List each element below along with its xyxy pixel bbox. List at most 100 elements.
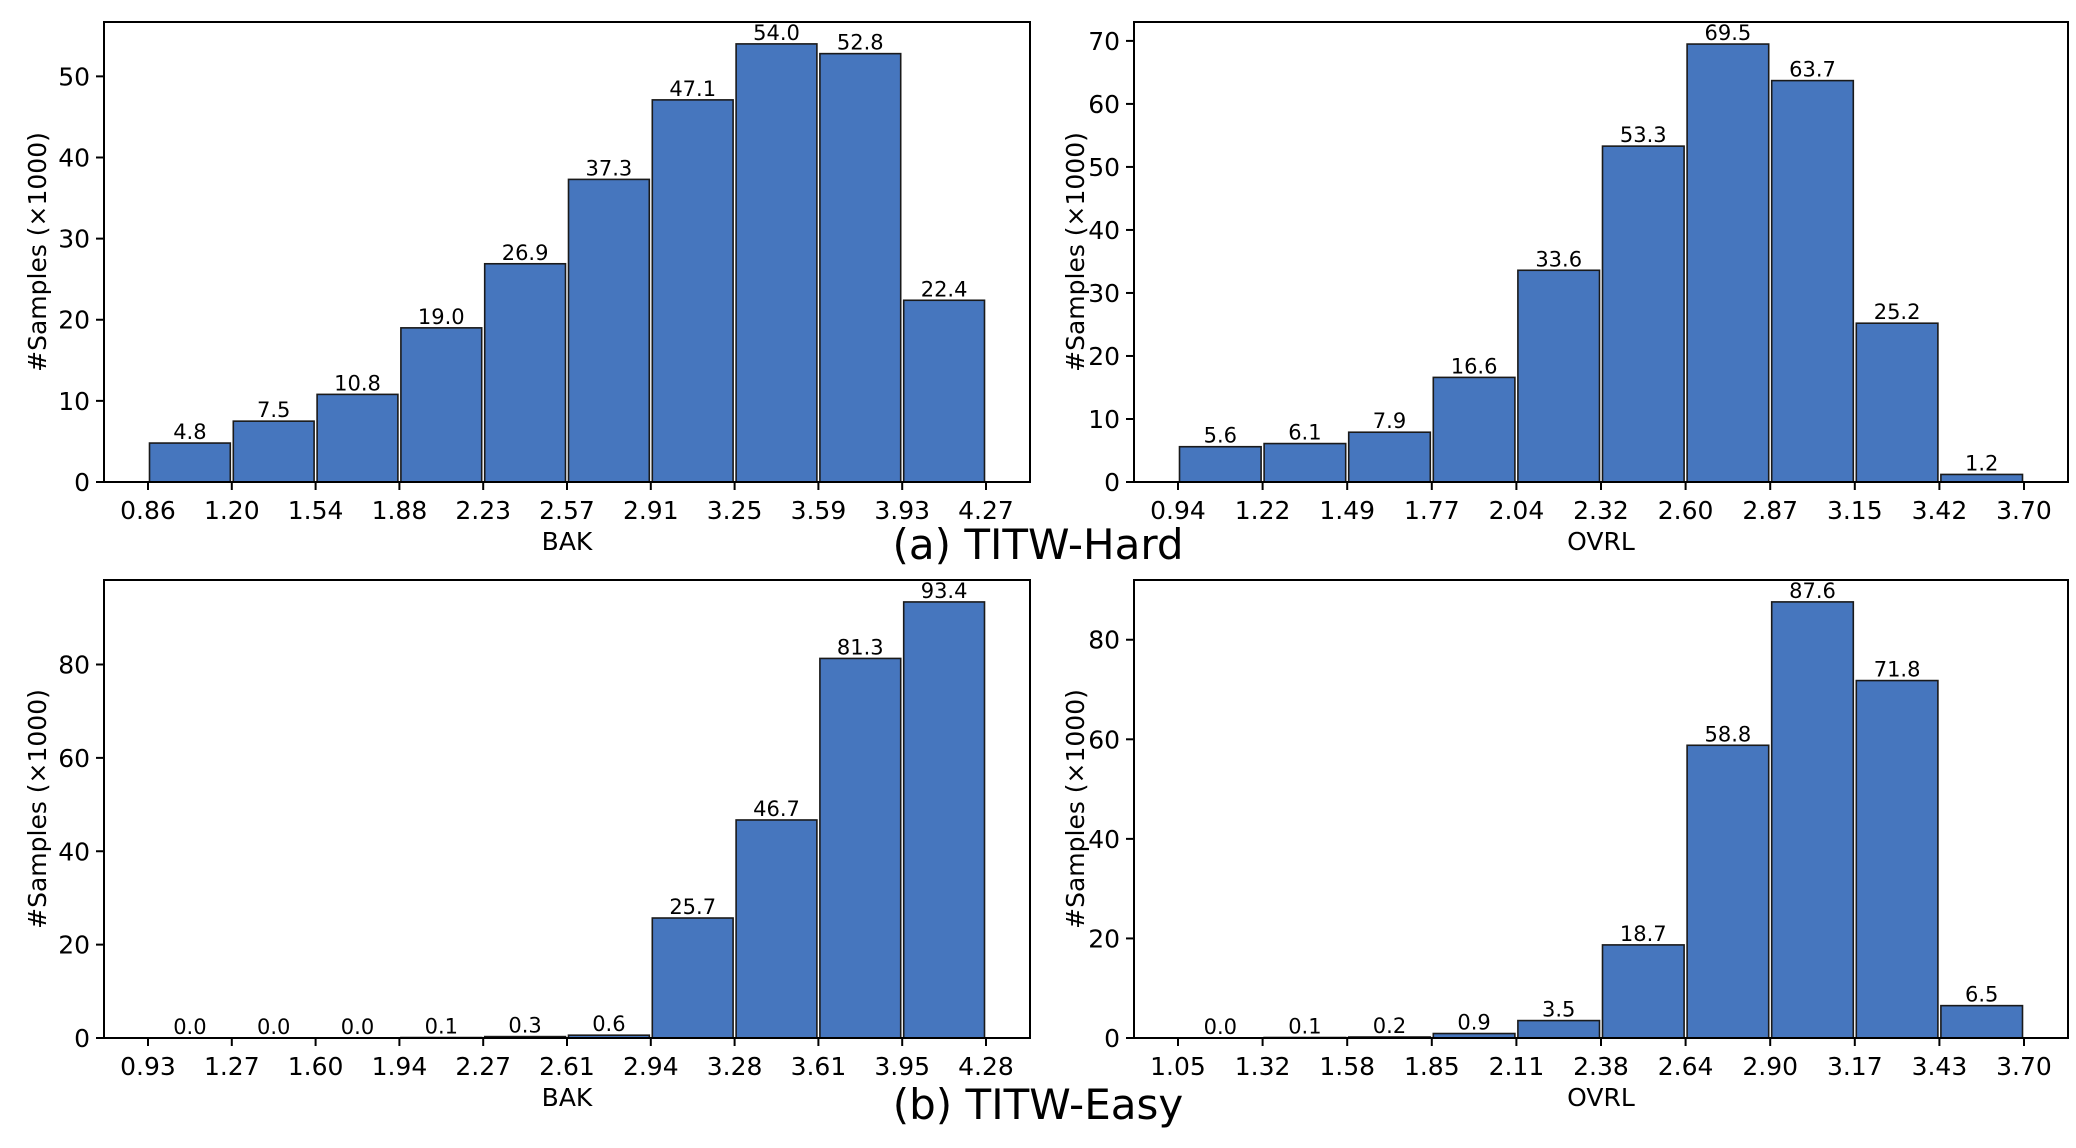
x-tick-label: 1.49 <box>1319 496 1375 525</box>
bar <box>651 917 734 1039</box>
data-label: 1.2 <box>1965 451 1998 475</box>
y-tick-label: 80 <box>1088 626 1120 655</box>
data-label: 47.1 <box>669 77 716 101</box>
y-tick-label: 40 <box>1088 825 1120 854</box>
y-tick-label: 50 <box>58 62 90 91</box>
data-label: 22.4 <box>921 277 968 301</box>
data-label: 0.1 <box>1288 1015 1321 1039</box>
data-label: 33.6 <box>1535 247 1582 271</box>
x-tick-label: 2.94 <box>623 1052 679 1081</box>
x-tick-label: 3.28 <box>707 1052 763 1081</box>
x-tick-label: 3.42 <box>1912 496 1968 525</box>
bar <box>232 420 315 483</box>
x-tick-label: 3.61 <box>791 1052 847 1081</box>
data-label: 25.2 <box>1874 300 1921 324</box>
bar <box>902 601 986 1039</box>
x-tick-label: 2.87 <box>1742 496 1798 525</box>
bar <box>1940 1004 2024 1039</box>
data-label: 0.2 <box>1373 1014 1406 1038</box>
x-tick-label: 1.58 <box>1319 1052 1375 1081</box>
x-axis-label: OVRL <box>1567 527 1635 556</box>
x-tick-label: 1.27 <box>204 1052 260 1081</box>
data-label: 58.8 <box>1705 722 1752 746</box>
data-label: 0.0 <box>341 1015 374 1039</box>
data-label: 54.0 <box>753 21 800 45</box>
x-tick-label: 3.17 <box>1827 1052 1883 1081</box>
bar <box>1517 269 1601 483</box>
x-tick-label: 2.57 <box>539 496 595 525</box>
data-label: 26.9 <box>502 241 549 265</box>
data-label: 46.7 <box>753 797 800 821</box>
bar <box>148 442 232 483</box>
x-tick-label: 4.28 <box>958 1052 1014 1081</box>
x-tick-label: 0.93 <box>120 1052 176 1081</box>
y-axis-label: #Samples (×1000) <box>1061 132 1090 372</box>
y-axis-label: #Samples (×1000) <box>1061 689 1090 929</box>
y-tick-label: 0 <box>1104 1024 1120 1053</box>
data-label: 0.0 <box>173 1015 206 1039</box>
easy-bak-histogram: 0.0 0.0 0.0 0.1 0.3 0.6 25.7 46.7 81.3 93.4 0.93 1.… <box>23 579 1031 1112</box>
data-label: 16.6 <box>1451 354 1498 378</box>
data-label: 6.1 <box>1288 421 1321 445</box>
hard-ovrl-histogram: 5.6 6.1 7.9 16.6 33.6 53.3 69.5 63.7 25.2 1.2 0.94… <box>1061 21 2069 556</box>
data-label: 4.8 <box>173 420 206 444</box>
y-tick-label: 40 <box>1088 216 1120 245</box>
bar <box>1855 322 1939 483</box>
bar <box>316 393 399 483</box>
caption-titw-hard: (a) TITW-Hard <box>892 520 1184 569</box>
data-label: 0.1 <box>425 1015 458 1039</box>
x-tick-label: 2.11 <box>1489 1052 1545 1081</box>
x-tick-label: 1.05 <box>1150 1052 1206 1081</box>
data-label: 0.0 <box>257 1015 290 1039</box>
data-label: 0.0 <box>1204 1015 1237 1039</box>
bar <box>1601 145 1685 483</box>
y-tick-label: 60 <box>1088 725 1120 754</box>
data-label: 7.9 <box>1373 409 1406 433</box>
y-tick-label: 80 <box>58 651 90 680</box>
data-label: 19.0 <box>418 305 465 329</box>
caption-titw-easy: (b) TITW-Easy <box>892 1080 1184 1129</box>
x-tick-label: 3.15 <box>1827 496 1883 525</box>
data-label: 52.8 <box>837 31 884 55</box>
y-tick-label: 0 <box>74 468 90 497</box>
data-label: 0.9 <box>1457 1011 1490 1035</box>
x-tick-label: 3.70 <box>1996 1052 2052 1081</box>
x-tick-label: 4.27 <box>958 496 1014 525</box>
x-tick-label: 3.93 <box>874 496 930 525</box>
data-label: 0.3 <box>508 1014 541 1038</box>
y-tick-label: 60 <box>58 744 90 773</box>
data-label: 5.6 <box>1204 424 1237 448</box>
x-tick-label: 1.85 <box>1404 1052 1460 1081</box>
y-tick-label: 60 <box>1088 90 1120 119</box>
x-tick-label: 2.61 <box>539 1052 595 1081</box>
bar <box>1855 679 1939 1039</box>
x-tick-label: 2.38 <box>1573 1052 1629 1081</box>
x-tick-label: 1.20 <box>204 496 260 525</box>
data-label: 69.5 <box>1705 21 1752 45</box>
bar <box>735 43 818 483</box>
x-tick-label: 1.32 <box>1235 1052 1291 1081</box>
bar <box>567 178 651 483</box>
y-tick-label: 30 <box>58 225 90 254</box>
x-tick-label: 3.59 <box>791 496 847 525</box>
y-tick-label: 50 <box>1088 153 1120 182</box>
data-label: 87.6 <box>1789 579 1836 603</box>
x-tick-label: 1.60 <box>288 1052 344 1081</box>
x-tick-label: 3.95 <box>874 1052 930 1081</box>
x-tick-label: 0.86 <box>120 496 176 525</box>
bar <box>1432 376 1516 483</box>
bar <box>1517 1019 1601 1039</box>
x-tick-label: 2.90 <box>1742 1052 1798 1081</box>
y-tick-label: 20 <box>1088 342 1120 371</box>
x-tick-label: 1.54 <box>288 496 344 525</box>
y-tick-label: 0 <box>74 1024 90 1053</box>
y-axis-label: #Samples (×1000) <box>23 689 52 929</box>
bar <box>1601 944 1685 1039</box>
x-axis-label: BAK <box>542 527 593 556</box>
y-tick-label: 40 <box>58 143 90 172</box>
bar <box>1178 445 1262 483</box>
x-tick-label: 0.94 <box>1150 496 1206 525</box>
x-tick-label: 2.64 <box>1658 1052 1714 1081</box>
x-tick-label: 2.23 <box>455 496 511 525</box>
